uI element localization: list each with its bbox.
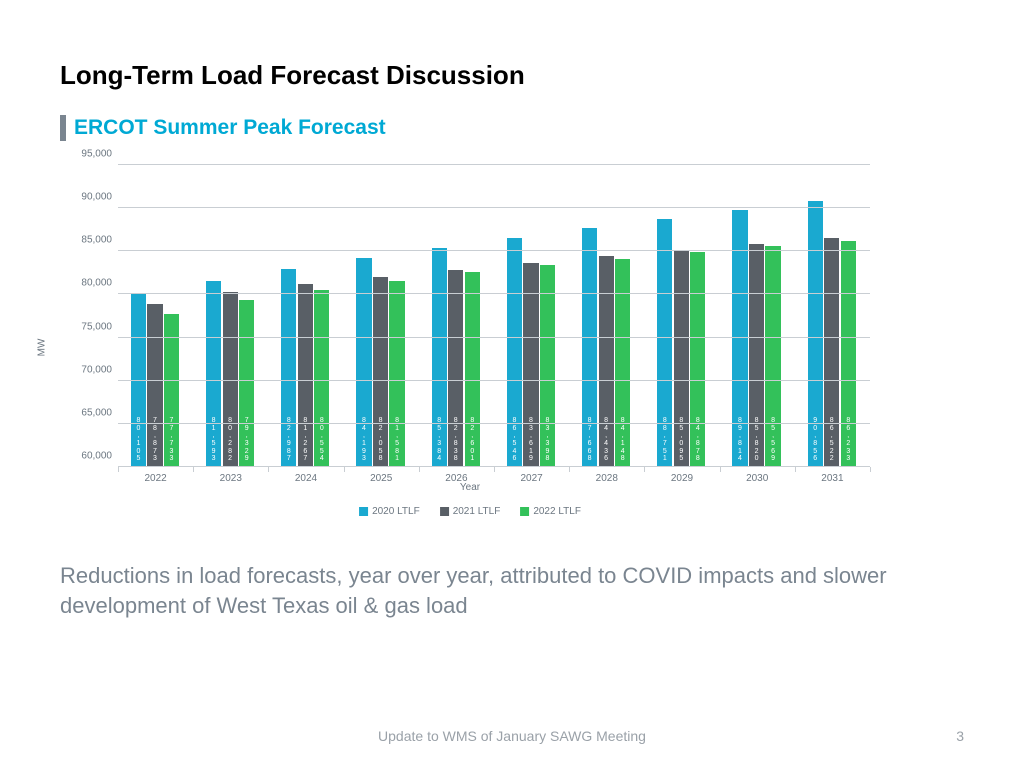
x-separator	[419, 467, 420, 472]
bar: 81,593	[206, 281, 221, 467]
grid-line	[118, 337, 870, 338]
x-separator	[268, 467, 269, 472]
bar: 82,838	[448, 270, 463, 467]
bar: 81,581	[389, 281, 404, 467]
x-tick: 2029	[671, 467, 693, 484]
x-tick: 2028	[596, 467, 618, 484]
y-tick: 70,000	[81, 364, 118, 375]
bar: 82,601	[465, 272, 480, 467]
bar: 82,058	[373, 277, 388, 467]
bar: 86,233	[841, 241, 856, 467]
legend-swatch	[359, 507, 368, 516]
bar: 79,329	[239, 300, 254, 467]
legend-item: 2020 LTLF	[359, 506, 420, 517]
y-tick: 60,000	[81, 451, 118, 462]
bar: 85,384	[432, 248, 447, 467]
x-tick: 2030	[746, 467, 768, 484]
x-separator	[494, 467, 495, 472]
bar: 84,878	[690, 252, 705, 467]
legend-swatch	[440, 507, 449, 516]
grid-line	[118, 164, 870, 165]
x-separator	[344, 467, 345, 472]
y-tick: 90,000	[81, 192, 118, 203]
page-number: 3	[956, 728, 964, 744]
y-tick: 85,000	[81, 235, 118, 246]
y-tick: 75,000	[81, 321, 118, 332]
bar: 78,873	[147, 304, 162, 467]
grid-line	[118, 423, 870, 424]
bar: 85,820	[749, 244, 764, 467]
x-separator	[870, 467, 871, 472]
legend-label: 2022 LTLF	[533, 506, 581, 517]
subtitle-bar: ERCOT Summer Peak Forecast	[60, 115, 964, 141]
x-tick: 2031	[821, 467, 843, 484]
chart-container: MW 80,10578,87377,73381,59380,28279,3298…	[60, 157, 880, 527]
x-tick: 2025	[370, 467, 392, 484]
legend-item: 2022 LTLF	[520, 506, 581, 517]
grid-line	[118, 293, 870, 294]
page-title: Long-Term Load Forecast Discussion	[60, 60, 964, 91]
plot-area: 80,10578,87377,73381,59380,28279,32982,9…	[118, 165, 870, 467]
bar: 89,814	[732, 210, 747, 467]
bar: 85,095	[674, 250, 689, 467]
x-separator	[118, 467, 119, 472]
bar: 90,856	[808, 201, 823, 467]
x-axis-label: Year	[460, 482, 480, 493]
bar: 84,436	[599, 256, 614, 467]
x-tick: 2022	[144, 467, 166, 484]
y-tick: 65,000	[81, 407, 118, 418]
legend-label: 2020 LTLF	[372, 506, 420, 517]
legend-label: 2021 LTLF	[453, 506, 501, 517]
legend-swatch	[520, 507, 529, 516]
bars-layer: 80,10578,87377,73381,59380,28279,32982,9…	[118, 165, 870, 467]
chart-title: ERCOT Summer Peak Forecast	[74, 116, 386, 140]
bar: 88,751	[657, 219, 672, 467]
bar: 86,546	[507, 238, 522, 467]
legend-item: 2021 LTLF	[440, 506, 501, 517]
y-tick: 95,000	[81, 149, 118, 160]
x-tick: 2023	[220, 467, 242, 484]
footer-text: Update to WMS of January SAWG Meeting	[0, 728, 1024, 744]
subtitle-accent	[60, 115, 66, 141]
bar: 85,569	[765, 246, 780, 467]
x-separator	[193, 467, 194, 472]
grid-line	[118, 380, 870, 381]
x-tick: 2027	[520, 467, 542, 484]
bar: 82,987	[281, 269, 296, 467]
bar: 80,554	[314, 290, 329, 467]
y-axis-label: MW	[37, 339, 48, 357]
x-separator	[569, 467, 570, 472]
x-tick: 2024	[295, 467, 317, 484]
bar: 83,398	[540, 265, 555, 467]
y-tick: 80,000	[81, 278, 118, 289]
bar: 87,668	[582, 228, 597, 467]
body-text: Reductions in load forecasts, year over …	[60, 561, 964, 620]
bar: 86,522	[824, 238, 839, 467]
x-separator	[644, 467, 645, 472]
bar: 84,193	[356, 258, 371, 467]
legend: 2020 LTLF 2021 LTLF 2022 LTLF	[359, 506, 581, 517]
x-separator	[720, 467, 721, 472]
bar: 84,148	[615, 259, 630, 467]
grid-line	[118, 207, 870, 208]
grid-line	[118, 250, 870, 251]
x-separator	[795, 467, 796, 472]
bar: 81,267	[298, 284, 313, 468]
